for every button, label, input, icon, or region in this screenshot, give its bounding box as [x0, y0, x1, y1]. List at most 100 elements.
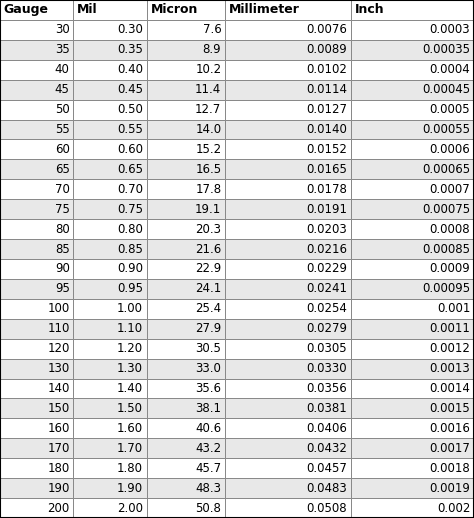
Text: 0.0254: 0.0254 [306, 303, 347, 315]
Text: 8.9: 8.9 [203, 44, 221, 56]
Text: 0.0241: 0.0241 [306, 282, 347, 295]
Bar [225, 438, 351, 458]
Text: 60: 60 [55, 143, 70, 156]
Bar [351, 40, 474, 60]
Bar [73, 259, 147, 279]
Text: 30: 30 [55, 23, 70, 36]
Bar [0, 438, 73, 458]
Bar [73, 60, 147, 80]
Bar [351, 358, 474, 379]
Bar [351, 20, 474, 40]
Bar [73, 20, 147, 40]
Text: 1.60: 1.60 [117, 422, 143, 435]
Bar [73, 199, 147, 219]
Bar [225, 339, 351, 358]
Text: 95: 95 [55, 282, 70, 295]
Bar [351, 438, 474, 458]
Text: 80: 80 [55, 223, 70, 236]
Bar [351, 99, 474, 120]
Text: 0.0011: 0.0011 [429, 322, 470, 335]
Text: 0.00055: 0.00055 [422, 123, 470, 136]
Bar [0, 179, 73, 199]
Text: 0.001: 0.001 [437, 303, 470, 315]
Bar [351, 458, 474, 478]
Text: 0.0152: 0.0152 [306, 143, 347, 156]
Text: 0.85: 0.85 [117, 242, 143, 255]
Bar [73, 120, 147, 139]
Text: 0.0017: 0.0017 [429, 442, 470, 455]
Bar [0, 40, 73, 60]
Bar [0, 199, 73, 219]
Text: 90: 90 [55, 263, 70, 276]
Bar [225, 498, 351, 518]
Text: 43.2: 43.2 [195, 442, 221, 455]
Text: 110: 110 [47, 322, 70, 335]
Bar [351, 199, 474, 219]
Bar [225, 478, 351, 498]
Text: 12.7: 12.7 [195, 103, 221, 116]
Text: 0.002: 0.002 [437, 501, 470, 514]
Bar [147, 319, 225, 339]
Bar [147, 139, 225, 160]
Text: 0.0508: 0.0508 [306, 501, 347, 514]
Text: 10.2: 10.2 [195, 63, 221, 76]
Text: 0.0005: 0.0005 [429, 103, 470, 116]
Bar [0, 478, 73, 498]
Bar [73, 339, 147, 358]
Text: 1.90: 1.90 [117, 482, 143, 495]
Bar [351, 478, 474, 498]
Bar [0, 219, 73, 239]
Bar [225, 279, 351, 299]
Bar [0, 498, 73, 518]
Bar [225, 179, 351, 199]
Text: 0.0076: 0.0076 [306, 23, 347, 36]
Text: 0.0014: 0.0014 [429, 382, 470, 395]
Bar [73, 398, 147, 419]
Text: 0.75: 0.75 [117, 203, 143, 215]
Bar [0, 99, 73, 120]
Bar [225, 0, 351, 20]
Bar [73, 498, 147, 518]
Bar [351, 419, 474, 438]
Text: 0.00035: 0.00035 [422, 44, 470, 56]
Bar [73, 179, 147, 199]
Bar [0, 139, 73, 160]
Bar [147, 239, 225, 259]
Text: 0.0089: 0.0089 [306, 44, 347, 56]
Text: 0.65: 0.65 [117, 163, 143, 176]
Bar [147, 80, 225, 99]
Text: 0.0140: 0.0140 [306, 123, 347, 136]
Text: 19.1: 19.1 [195, 203, 221, 215]
Bar [225, 259, 351, 279]
Bar [0, 80, 73, 99]
Text: 48.3: 48.3 [195, 482, 221, 495]
Bar [147, 259, 225, 279]
Text: 0.0127: 0.0127 [306, 103, 347, 116]
Text: 33.0: 33.0 [195, 362, 221, 375]
Bar [351, 139, 474, 160]
Text: 0.0013: 0.0013 [429, 362, 470, 375]
Bar [351, 279, 474, 299]
Bar [225, 80, 351, 99]
Text: 190: 190 [47, 482, 70, 495]
Bar [0, 160, 73, 179]
Text: 1.10: 1.10 [117, 322, 143, 335]
Text: 25.4: 25.4 [195, 303, 221, 315]
Bar [351, 80, 474, 99]
Bar [225, 319, 351, 339]
Bar [0, 379, 73, 398]
Text: 0.0102: 0.0102 [306, 63, 347, 76]
Text: 20.3: 20.3 [195, 223, 221, 236]
Bar [0, 419, 73, 438]
Text: 0.0356: 0.0356 [306, 382, 347, 395]
Text: 0.95: 0.95 [117, 282, 143, 295]
Bar [147, 279, 225, 299]
Bar [351, 339, 474, 358]
Bar [73, 319, 147, 339]
Bar [147, 160, 225, 179]
Text: 0.00095: 0.00095 [422, 282, 470, 295]
Bar [225, 20, 351, 40]
Text: 120: 120 [47, 342, 70, 355]
Text: 1.50: 1.50 [117, 402, 143, 415]
Text: 1.70: 1.70 [117, 442, 143, 455]
